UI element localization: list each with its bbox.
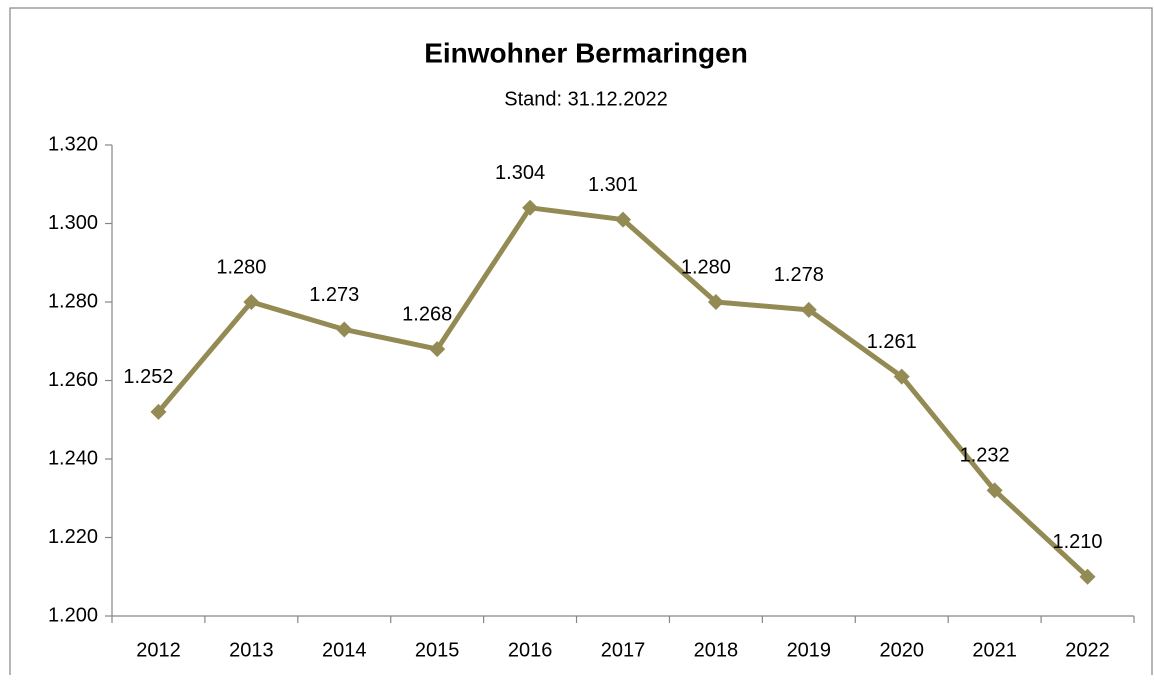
data-label: 1.210 — [1053, 531, 1103, 553]
marker — [986, 482, 1003, 499]
x-tick-label: 2013 — [229, 639, 274, 661]
data-label: 1.301 — [588, 174, 638, 196]
data-label: 1.232 — [960, 445, 1010, 467]
marker — [800, 301, 817, 318]
marker — [150, 403, 167, 420]
x-tick-label: 2014 — [322, 639, 367, 661]
x-tick-label: 2017 — [601, 639, 646, 661]
data-label: 1.268 — [402, 303, 452, 325]
x-tick-label: 2019 — [787, 639, 832, 661]
marker — [615, 211, 631, 228]
data-label: 1.280 — [216, 256, 266, 278]
marker — [707, 294, 724, 310]
x-tick-label: 2020 — [879, 639, 924, 661]
y-tick-label: 1.300 — [48, 212, 98, 234]
chart-title: Einwohner Bermaringen — [424, 37, 748, 68]
chart-subtitle: Stand: 31.12.2022 — [504, 88, 667, 110]
x-tick-label: 2021 — [972, 639, 1017, 661]
chart-frame — [9, 7, 1153, 680]
y-tick-label: 1.260 — [48, 369, 98, 391]
x-tick-label: 2015 — [415, 639, 460, 661]
data-label: 1.273 — [309, 284, 359, 306]
marker — [243, 294, 260, 310]
data-label: 1.304 — [495, 162, 545, 184]
y-tick-label: 1.240 — [48, 447, 98, 469]
marker — [1079, 568, 1096, 585]
x-tick-label: 2022 — [1065, 639, 1110, 661]
marker — [336, 321, 353, 338]
x-tick-label: 2012 — [136, 639, 181, 661]
y-tick-label: 1.320 — [48, 133, 98, 155]
y-tick-label: 1.220 — [48, 526, 98, 548]
marker — [429, 341, 446, 358]
marker — [893, 368, 910, 385]
data-label: 1.278 — [774, 264, 824, 286]
data-label: 1.252 — [123, 366, 173, 388]
y-tick-label: 1.280 — [48, 290, 98, 312]
y-tick-label: 1.200 — [48, 604, 98, 626]
data-label: 1.261 — [867, 331, 917, 353]
x-tick-label: 2016 — [508, 639, 553, 661]
data-label: 1.280 — [681, 256, 731, 278]
x-tick-label: 2018 — [694, 639, 739, 661]
marker — [522, 199, 539, 216]
